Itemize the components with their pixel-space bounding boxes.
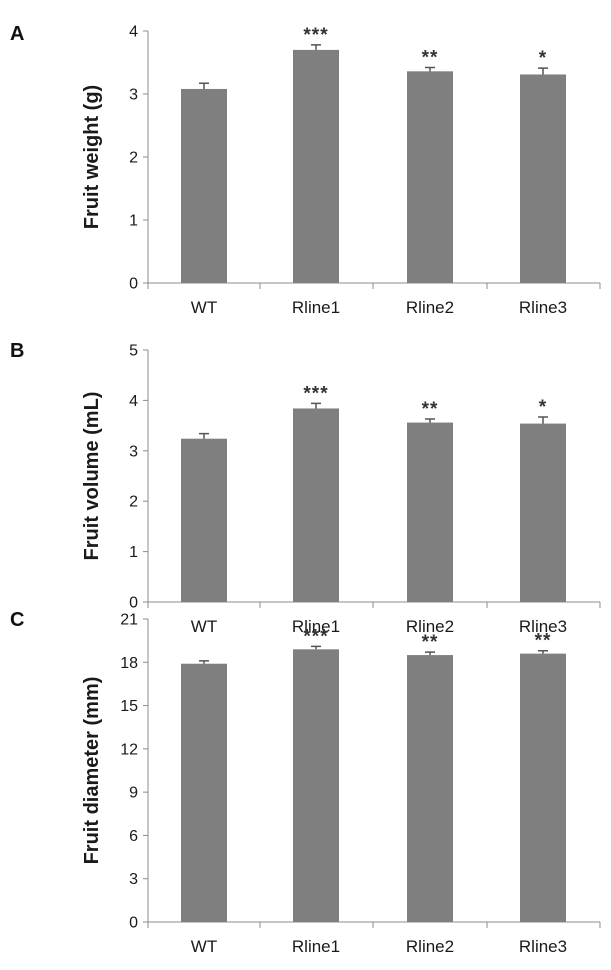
y-tick-label: 21	[120, 612, 138, 629]
significance-mark: **	[535, 631, 552, 652]
y-tick-label: 0	[129, 595, 138, 612]
bar-wt	[181, 438, 227, 602]
x-category-label: Rline2	[406, 298, 454, 317]
x-category-label: Rline1	[292, 937, 340, 956]
bar-rline1	[293, 649, 339, 922]
error-bar	[538, 416, 548, 424]
significance-mark: ***	[303, 626, 328, 647]
y-tick-label: 2	[129, 494, 138, 511]
error-bar	[199, 82, 209, 89]
error-bar	[311, 44, 321, 50]
significance-mark: *	[539, 48, 547, 69]
y-axis-title: Fruit diameter (mm)	[81, 677, 103, 865]
bar-rline2	[407, 422, 453, 602]
y-tick-label: 9	[129, 785, 138, 802]
y-tick-label: 3	[129, 871, 138, 888]
panel-letter: B	[10, 340, 24, 362]
error-bar	[425, 66, 435, 72]
chart-panel-c: C036912151821WT***Rline1**Rline2**Rline3…	[10, 609, 601, 956]
y-axis-title: Fruit weight (g)	[81, 85, 103, 229]
significance-mark: ***	[303, 383, 328, 404]
x-category-label: Rline2	[406, 617, 454, 636]
error-bar	[311, 645, 321, 650]
error-bar	[538, 67, 548, 75]
significance-mark: ***	[303, 25, 328, 46]
y-axis-title: Fruit volume (mL)	[81, 392, 103, 561]
significance-mark: **	[422, 632, 439, 653]
x-category-label: Rline2	[406, 937, 454, 956]
significance-mark: **	[422, 48, 439, 69]
y-tick-label: 15	[120, 698, 138, 715]
significance-mark: **	[422, 399, 439, 420]
error-bar	[199, 432, 209, 439]
bar-rline1	[293, 49, 339, 284]
panel-letter: C	[10, 609, 24, 631]
significance-mark: *	[539, 397, 547, 418]
panel-letter: A	[10, 23, 24, 45]
x-category-label: Rline3	[519, 298, 567, 317]
bar-rline2	[407, 655, 453, 922]
y-tick-label: 3	[129, 443, 138, 460]
x-category-label: WT	[191, 937, 217, 956]
x-category-label: Rline3	[519, 937, 567, 956]
y-tick-label: 4	[129, 393, 138, 410]
x-category-label: Rline1	[292, 617, 340, 636]
x-category-label: Rline3	[519, 617, 567, 636]
y-tick-label: 1	[129, 213, 138, 230]
x-category-label: WT	[191, 617, 217, 636]
error-bar	[538, 649, 548, 654]
bar-wt	[181, 88, 227, 284]
y-tick-label: 12	[120, 741, 138, 758]
x-category-label: WT	[191, 298, 217, 317]
error-bar	[311, 402, 321, 409]
y-tick-label: 18	[120, 655, 138, 672]
bar-rline2	[407, 71, 453, 283]
y-tick-label: 0	[129, 276, 138, 293]
y-tick-label: 4	[129, 24, 138, 41]
error-bar	[425, 651, 435, 656]
chart-panel-a: A 0 1 2 3 4 WT *** Rline1 ** Rline2 * Rline3 Fruit we…	[10, 23, 601, 317]
chart-panel-b: B 0 1 2 3 4 5 WT *** Rline1 ** Rline2 * Rline3 Fruit v…	[10, 340, 601, 636]
error-bar	[199, 660, 209, 664]
y-tick-label: 0	[129, 915, 138, 932]
y-tick-label: 5	[129, 343, 138, 360]
y-tick-label: 6	[129, 828, 138, 845]
y-tick-label: 1	[129, 544, 138, 561]
y-tick-label: 3	[129, 87, 138, 104]
bar-wt	[181, 663, 227, 922]
bar-rline3	[520, 653, 566, 922]
bar-rline3	[520, 423, 566, 602]
x-category-label: Rline1	[292, 298, 340, 317]
bar-rline3	[520, 74, 566, 283]
error-bar	[425, 418, 435, 423]
y-tick-label: 2	[129, 150, 138, 167]
bar-rline1	[293, 408, 339, 602]
